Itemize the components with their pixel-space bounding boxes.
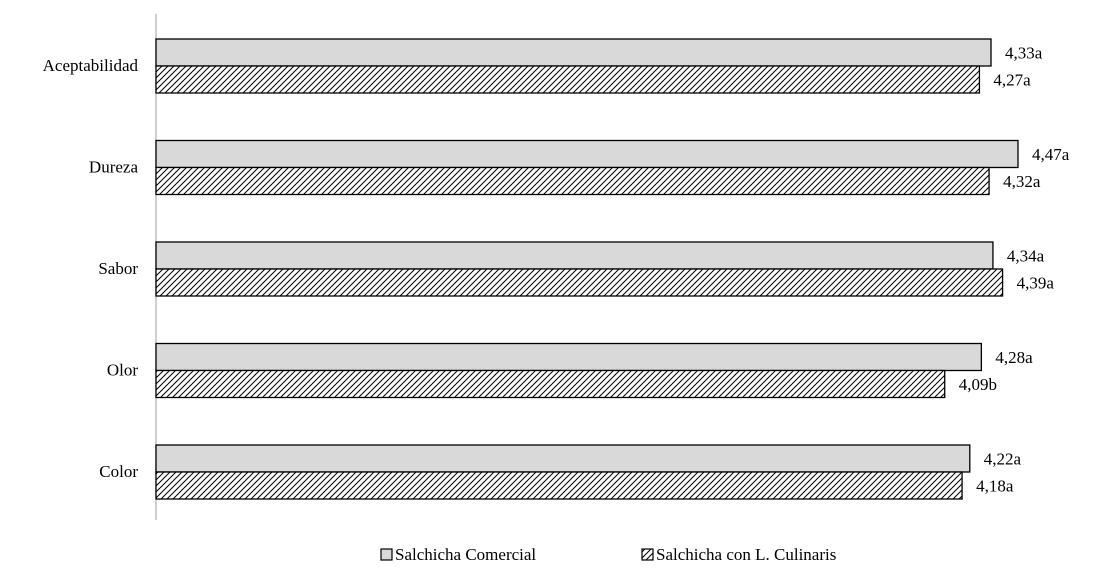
bar-sabor-series-2: [155, 268, 1004, 297]
data-label-color-series-2: 4,18a: [976, 477, 1014, 496]
category-label-color: Color: [99, 462, 138, 481]
bar-color-series-2: [155, 471, 963, 500]
bar-aceptabilidad-series-1: [155, 38, 992, 67]
bar-sabor-series-1: [155, 241, 994, 270]
category-label-olor: Olor: [107, 361, 139, 380]
legend-swatch-series-2: [641, 548, 654, 561]
bar-aceptabilidad-series-2: [155, 65, 981, 94]
data-label-dureza-series-1: 4,47a: [1032, 145, 1070, 164]
data-label-olor-series-1: 4,28a: [995, 348, 1033, 367]
category-label-sabor: Sabor: [98, 259, 138, 278]
data-label-sabor-series-2: 4,39a: [1017, 274, 1055, 293]
bar-color-series-1: [155, 444, 971, 473]
bars-layer: Aceptabilidad 4,33a 4,27a Dureza 4,47a 4,32a S…: [43, 38, 1070, 500]
category-label-dureza: Dureza: [89, 158, 139, 177]
category-label-aceptabilidad: Aceptabilidad: [43, 56, 139, 75]
data-label-sabor-series-1: 4,34a: [1007, 247, 1045, 266]
legend-swatch-series-1: [380, 548, 393, 561]
data-label-color-series-1: 4,22a: [984, 450, 1022, 469]
data-label-aceptabilidad-series-1: 4,33a: [1005, 44, 1043, 63]
legend-label-series-2: Salchicha con L. Culinaris: [656, 545, 836, 564]
data-label-aceptabilidad-series-2: 4,27a: [993, 71, 1031, 90]
data-label-dureza-series-2: 4,32a: [1003, 172, 1041, 191]
legend: Salchicha Comercial Salchicha con L. Culi…: [380, 545, 836, 564]
bar-dureza-series-1: [155, 139, 1019, 169]
bar-olor-series-1: [155, 342, 983, 372]
bar-dureza-series-2: [155, 166, 990, 196]
data-label-olor-series-2: 4,09b: [959, 375, 997, 394]
legend-label-series-1: Salchicha Comercial: [395, 545, 536, 564]
bar-olor-series-2: [155, 369, 946, 399]
